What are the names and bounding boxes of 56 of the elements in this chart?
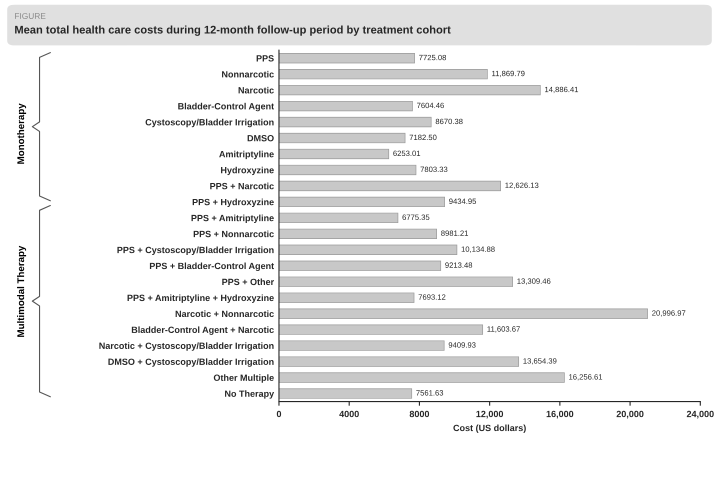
text: FIGURE: [15, 13, 46, 19]
y-tick-label: PPS: [256, 55, 274, 62]
bar: [278, 372, 565, 383]
y-tick-label: PPS + Hydroxyzine: [192, 198, 274, 208]
text: Monotherapy: [17, 103, 26, 164]
bar: [278, 244, 458, 255]
bar: [278, 276, 513, 287]
y-tick-label: Nonnarcotic: [222, 70, 274, 78]
y-tick-label: PPS + Bladder-Control Agent: [150, 262, 274, 271]
bar: [278, 356, 520, 367]
bar: [278, 340, 445, 351]
x-tick-label: 8000: [410, 410, 430, 418]
x-tick-label: 12,000: [476, 410, 504, 418]
y-tick-label: PPS + Amitriptyline + Hydroxyzine: [128, 294, 274, 303]
x-tick-label: 16,000: [546, 410, 574, 418]
x-tick-label: 0: [276, 410, 282, 418]
y-tick-label: Bladder-Control Agent: [178, 102, 274, 112]
bar: [278, 69, 488, 80]
y-tick-label: Cystoscopy/Bladder Irrigation: [146, 118, 274, 128]
y-tick-label: PPS + Other: [222, 278, 274, 286]
bar: [278, 228, 437, 239]
bar: [278, 212, 398, 224]
x-tick-label: 24,000: [686, 410, 714, 418]
y-tick-label: Narcotic + Cystoscopy/Bladder Irrigation: [99, 342, 274, 351]
y-tick-label: DMSO: [248, 134, 274, 142]
bar: [278, 164, 416, 176]
x-tick-label: 4000: [339, 410, 359, 418]
chart-title: Mean total health care costs during 12-month follow-up period by treatment cohort: [15, 25, 451, 36]
y-tick-label: Narcotic: [238, 86, 274, 94]
bar: [278, 324, 484, 335]
bar: [278, 388, 412, 399]
bar: [278, 53, 415, 64]
bar: [278, 260, 442, 271]
x-tick-label: 20,000: [616, 410, 644, 418]
y-tick-label: Amitriptyline: [219, 150, 274, 160]
bar: [278, 116, 432, 128]
x-axis-title: Cost (US dollars): [453, 424, 526, 433]
y-tick-label: PPS + Narcotic: [210, 182, 274, 190]
bar: [278, 132, 406, 144]
bar: [278, 292, 414, 303]
y-tick-label: Other Multiple: [214, 374, 274, 383]
y-tick-label: Narcotic + Nonnarcotic: [176, 310, 274, 318]
bar: [278, 100, 413, 112]
bar: [278, 148, 390, 160]
y-tick-label: No Therapy: [225, 390, 274, 399]
text: Multimodal Therapy: [17, 246, 26, 337]
bar: [278, 84, 541, 96]
y-tick-label: Hydroxyzine: [221, 166, 274, 176]
y-tick-label: DMSO + Cystoscopy/Bladder Irrigation: [108, 358, 274, 367]
y-tick-label: Bladder-Control Agent + Narcotic: [132, 326, 274, 335]
bar: [278, 180, 501, 192]
bar: [278, 196, 445, 208]
y-tick-label: PPS + Cystoscopy/Bladder Irrigation: [117, 246, 274, 255]
y-tick-label: PPS + Amitriptyline: [192, 214, 274, 224]
y-tick-label: PPS + Nonnarcotic: [194, 230, 274, 238]
bar: [278, 308, 648, 319]
